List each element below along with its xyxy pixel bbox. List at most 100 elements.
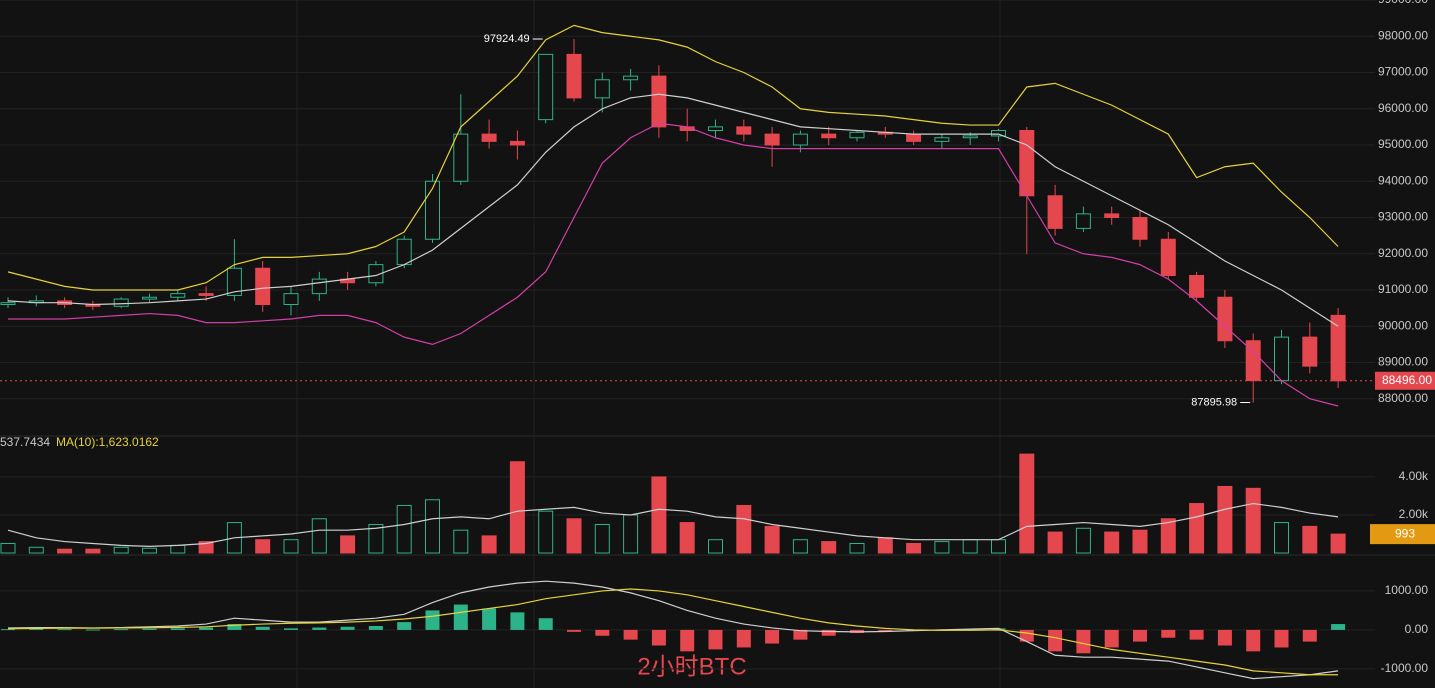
- volume-badge-label: 993: [1395, 526, 1415, 540]
- macd-bar: [142, 628, 157, 630]
- volume-bar: [340, 535, 356, 554]
- volume-bar: [1217, 485, 1233, 554]
- macd-bar: [284, 628, 298, 630]
- indicator-line: [7, 24, 1339, 291]
- candle-body: [1047, 195, 1063, 229]
- macd-bar: [453, 604, 468, 630]
- candle-body: [1104, 213, 1120, 218]
- macd-bar: [368, 626, 383, 630]
- volume-bar: [198, 541, 214, 554]
- y-tick-label: 0.00: [1405, 622, 1429, 636]
- candle-body: [453, 133, 469, 182]
- macd-bar: [1217, 629, 1232, 646]
- indicator-line: [8, 122, 1339, 407]
- candle-body: [255, 267, 271, 305]
- candle-body: [594, 79, 610, 99]
- volume-bar: [368, 523, 384, 554]
- macd-bar: [199, 627, 214, 630]
- volume-bar: [623, 514, 639, 554]
- macd-bar: [1019, 629, 1034, 642]
- y-tick-label: 93000.00: [1378, 210, 1428, 224]
- macd-bar: [397, 622, 412, 630]
- y-tick-label: 95000.00: [1378, 137, 1428, 151]
- volume-bar: [509, 461, 525, 554]
- macd-bar: [1246, 629, 1261, 652]
- candle-body: [708, 126, 723, 131]
- candle-body: [538, 53, 554, 121]
- macd-bar: [1302, 629, 1317, 642]
- y-tick-label: 98000.00: [1378, 28, 1428, 42]
- candle-body: [198, 293, 214, 296]
- volume-bar: [1330, 533, 1346, 554]
- macd-bar: [708, 629, 723, 650]
- volume-bar: [283, 539, 299, 554]
- macd-bar: [1, 629, 15, 631]
- volume-bar: [1104, 531, 1120, 554]
- watermark: 2小时BTC: [637, 653, 746, 680]
- extreme-label: 97924.49: [484, 33, 530, 45]
- candle-body: [821, 133, 837, 139]
- macd-bar: [991, 628, 1006, 630]
- candle-body: [481, 133, 497, 142]
- volume-badge: [1370, 524, 1435, 545]
- macd-bar: [170, 628, 185, 630]
- candle-body: [1217, 296, 1233, 342]
- candle-body: [1302, 336, 1318, 367]
- volume-bar: [594, 523, 610, 554]
- volume-bar: [1274, 522, 1289, 554]
- volume-bar: [538, 510, 554, 554]
- y-tick-label: 94000.00: [1378, 173, 1428, 187]
- candle-body: [736, 126, 752, 135]
- macd-bar: [567, 629, 581, 632]
- macd-bar: [227, 624, 242, 630]
- volume-bar: [1132, 529, 1148, 554]
- y-tick-label: 96000.00: [1378, 101, 1428, 115]
- macd-bar: [57, 629, 72, 631]
- candle-body: [1189, 275, 1205, 298]
- macd-bar: [680, 629, 695, 652]
- volume-bar: [1075, 527, 1091, 554]
- volume-bar: [425, 499, 440, 554]
- macd-bar: [255, 626, 270, 630]
- macd-bar: [793, 629, 808, 640]
- macd-bar: [878, 629, 893, 632]
- volume-bar: [396, 504, 412, 554]
- volume-bar: [679, 522, 695, 554]
- macd-bar: [1048, 629, 1063, 652]
- volume-bar: [170, 544, 186, 554]
- y-tick-label: 92000.00: [1378, 246, 1428, 260]
- candle-body: [566, 53, 582, 99]
- macd-bar: [29, 628, 44, 630]
- candle-body: [792, 133, 808, 146]
- y-tick-label: 1000.00: [1385, 583, 1429, 597]
- volume-bar: [1189, 503, 1205, 554]
- macd-bar: [1189, 629, 1204, 640]
- price-badge-label: 88496.00: [1382, 373, 1432, 387]
- macd-bar: [538, 618, 553, 630]
- volume-bar: [991, 539, 1006, 554]
- y-tick-label: 89000.00: [1378, 355, 1428, 369]
- volume-bar: [906, 542, 922, 554]
- volume-legend: MA(10):1,623.0162: [56, 435, 159, 449]
- volume-bar: [566, 518, 582, 554]
- volume-bar: [651, 476, 667, 554]
- indicator-line: [7, 580, 1339, 680]
- volume-bar: [28, 546, 44, 554]
- candle-body: [1075, 213, 1091, 229]
- candle-body: [509, 140, 525, 146]
- macd-bar: [1104, 629, 1119, 648]
- volume-bar: [1302, 525, 1318, 554]
- volume-bar: [57, 548, 73, 554]
- volume-bar: [792, 539, 808, 554]
- volume-bar: [849, 542, 865, 554]
- candle-body: [396, 238, 412, 266]
- candle-body: [311, 278, 327, 295]
- macd-bar: [623, 629, 638, 640]
- volume-bar: [1019, 453, 1035, 554]
- volume-bar: [1047, 531, 1063, 554]
- volume-bar: [481, 535, 497, 554]
- candle-body: [764, 133, 780, 146]
- candle-body: [283, 293, 299, 305]
- volume-bar: [877, 537, 893, 554]
